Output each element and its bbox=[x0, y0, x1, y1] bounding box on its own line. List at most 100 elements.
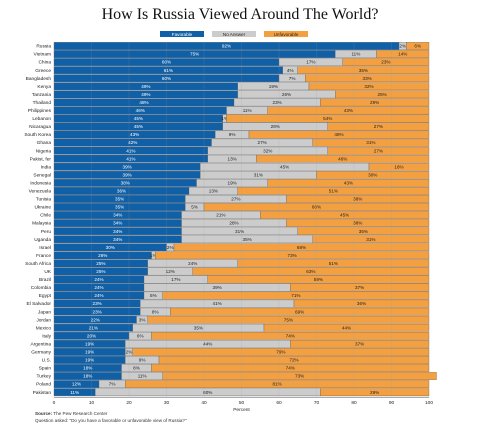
data-label: 25% bbox=[96, 269, 105, 274]
tick-label: 10 bbox=[89, 400, 95, 406]
data-label: 45% bbox=[134, 124, 143, 129]
data-label: 33% bbox=[363, 76, 372, 81]
data-label: 61% bbox=[164, 68, 173, 73]
data-label: 16% bbox=[394, 164, 403, 169]
data-label: 30% bbox=[106, 245, 115, 250]
data-label: 34% bbox=[113, 229, 122, 234]
data-label: 74% bbox=[286, 366, 295, 371]
data-label: 27% bbox=[374, 148, 383, 153]
data-label: 22% bbox=[91, 317, 100, 322]
data-label: 11% bbox=[70, 390, 79, 395]
data-label: 19% bbox=[85, 358, 94, 363]
data-label: 38% bbox=[353, 221, 362, 226]
data-label: 92% bbox=[222, 44, 231, 49]
data-label: 79% bbox=[276, 350, 285, 355]
data-label: 48% bbox=[139, 100, 148, 105]
data-label: 21% bbox=[216, 213, 225, 218]
tick-label: 30 bbox=[164, 400, 170, 406]
data-label: 24% bbox=[94, 293, 103, 298]
axis-title: Percent bbox=[233, 407, 250, 413]
category-label: Chile bbox=[40, 213, 51, 219]
tick-label: 90 bbox=[389, 400, 395, 406]
data-label: 19% bbox=[228, 180, 237, 185]
legend: Favorable No Answer Unfavorable bbox=[160, 31, 308, 37]
data-label: 38% bbox=[353, 197, 362, 202]
data-label: 75% bbox=[284, 317, 293, 322]
category-label: South Korea bbox=[24, 132, 51, 138]
data-label: 36% bbox=[117, 189, 126, 194]
category-label: Tunisia bbox=[36, 197, 52, 203]
data-label: 23% bbox=[273, 100, 282, 105]
data-label: 27% bbox=[374, 124, 383, 129]
data-label: 36% bbox=[357, 301, 366, 306]
legend-label: Unfavorable bbox=[274, 32, 299, 37]
category-label: South Africa bbox=[25, 261, 51, 267]
data-label: 27% bbox=[258, 140, 267, 145]
data-label: 11% bbox=[351, 52, 360, 57]
data-label: 41% bbox=[213, 301, 222, 306]
data-label: 59% bbox=[314, 277, 323, 282]
data-label: 21% bbox=[89, 325, 98, 330]
data-label: 34% bbox=[113, 237, 122, 242]
category-label: Ukraine bbox=[34, 205, 51, 211]
data-label: 44% bbox=[203, 341, 212, 346]
data-label: 75% bbox=[190, 52, 199, 57]
tick-label: 60 bbox=[276, 400, 282, 406]
data-label: 45% bbox=[340, 213, 349, 218]
category-label: Mexico bbox=[36, 325, 52, 331]
data-label: 81% bbox=[273, 382, 282, 387]
category-label: Colombia bbox=[31, 285, 52, 291]
bars: Russia 92% 2% 6% Vietnam 75% 11% 14% China 60% 17%… bbox=[24, 42, 437, 397]
data-label: 13% bbox=[228, 156, 237, 161]
category-label: Brazil bbox=[39, 277, 51, 283]
category-label: Pakist, fer bbox=[30, 156, 52, 162]
data-label: 17% bbox=[171, 277, 180, 282]
data-label: 6% bbox=[414, 44, 421, 49]
data-label: 1% bbox=[221, 116, 228, 121]
data-label: 42% bbox=[128, 140, 137, 145]
category-label: China bbox=[38, 60, 51, 66]
data-label: 41% bbox=[126, 148, 135, 153]
data-label: 49% bbox=[141, 92, 150, 97]
data-label: 6% bbox=[137, 333, 144, 338]
category-label: Spain bbox=[39, 366, 52, 372]
data-label: 29% bbox=[370, 390, 379, 395]
data-label: 39% bbox=[213, 285, 222, 290]
data-label: 35% bbox=[359, 229, 368, 234]
data-label: 34% bbox=[113, 213, 122, 218]
data-label: 3% bbox=[139, 317, 146, 322]
category-label: Philippines bbox=[28, 108, 52, 114]
data-label: 32% bbox=[364, 84, 373, 89]
data-label: 38% bbox=[121, 180, 130, 185]
data-label: 7% bbox=[109, 382, 116, 387]
data-label: 35% bbox=[359, 68, 368, 73]
bar-segment bbox=[162, 372, 437, 380]
legend-label: Favorable bbox=[172, 32, 193, 37]
data-label: 26% bbox=[282, 92, 291, 97]
legend-swatch bbox=[160, 31, 204, 37]
data-label: 46% bbox=[136, 108, 145, 113]
data-label: 30% bbox=[368, 172, 377, 177]
data-label: 37% bbox=[355, 341, 364, 346]
data-label: 44% bbox=[342, 325, 351, 330]
source-note: Source: The Pew Research Center bbox=[35, 411, 107, 416]
data-label: 51% bbox=[329, 189, 338, 194]
data-label: 19% bbox=[85, 341, 94, 346]
category-label: Tanzania bbox=[32, 92, 52, 98]
chart-title: How Is Russia Viewed Around The World? bbox=[101, 6, 379, 23]
data-label: 25% bbox=[378, 92, 387, 97]
category-label: Bangladesh bbox=[26, 76, 52, 82]
data-label: 27% bbox=[231, 197, 240, 202]
data-label: 73% bbox=[295, 374, 304, 379]
category-label: Russia bbox=[36, 44, 51, 50]
tick-label: 40 bbox=[201, 400, 207, 406]
category-label: Germany bbox=[31, 350, 51, 356]
source-label: Source: bbox=[35, 411, 53, 416]
data-label: 34% bbox=[113, 221, 122, 226]
data-label: 45% bbox=[134, 116, 143, 121]
data-label: 43% bbox=[344, 108, 353, 113]
data-label: 39% bbox=[123, 164, 132, 169]
data-label: 49% bbox=[141, 84, 150, 89]
category-label: Uganda bbox=[34, 237, 51, 243]
category-label: UK bbox=[44, 269, 51, 275]
